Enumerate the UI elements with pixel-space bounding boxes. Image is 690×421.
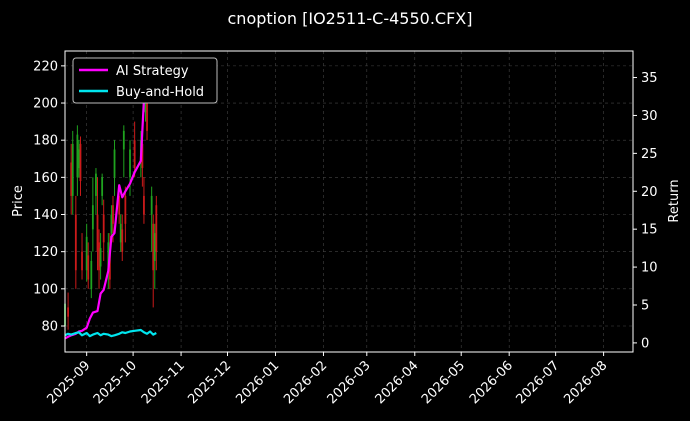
y-tick-label: 220 — [33, 59, 58, 74]
candle-body — [155, 205, 158, 252]
candle-body — [113, 149, 116, 178]
candle-body — [122, 130, 125, 150]
plot-frame — [64, 50, 634, 353]
candle-body — [101, 177, 104, 196]
candle-body — [112, 205, 114, 224]
candle-body — [79, 143, 82, 182]
candle-body — [102, 214, 105, 243]
candle-body — [74, 214, 77, 271]
y2-axis-label: Return — [667, 179, 682, 222]
y-tick-label: 120 — [33, 245, 58, 260]
y-tick-label: 140 — [33, 208, 58, 223]
legend-box — [72, 57, 218, 104]
legend-label-ai: AI Strategy — [116, 64, 189, 79]
y-tick-label: 80 — [41, 319, 58, 334]
candle-body — [144, 103, 147, 113]
chart-title: cnoption [IO2511-C-4550.CFX] — [228, 9, 473, 28]
candle-body — [143, 195, 145, 215]
candle-body — [129, 149, 131, 178]
y2-tick-label: 25 — [641, 147, 658, 162]
candle-body — [141, 143, 144, 169]
candle-body — [67, 307, 69, 317]
y-tick-label: 100 — [33, 282, 58, 297]
candle-body — [90, 260, 93, 289]
candle-body — [91, 205, 94, 230]
candle-body — [110, 214, 113, 234]
candle-body — [133, 140, 136, 169]
grid — [65, 51, 633, 352]
y2-tick-label: 5 — [641, 298, 649, 313]
y-tick-label: 180 — [33, 134, 58, 149]
candle-body — [98, 242, 100, 271]
candle-body — [152, 223, 155, 271]
y-tick-label: 200 — [33, 97, 58, 112]
series-lines — [64, 62, 158, 340]
candle-body — [76, 134, 79, 178]
y2-tick-label: 35 — [641, 71, 658, 86]
candle-body — [121, 229, 124, 252]
candle-body — [70, 162, 73, 196]
candle-body — [153, 233, 156, 261]
y-tick-label: 160 — [33, 171, 58, 186]
candle-body — [96, 214, 99, 252]
candle-body — [124, 195, 127, 224]
candle-body — [71, 143, 74, 196]
candle-body — [118, 195, 121, 215]
right-y-axis: 0 5 10 15 20 25 30 35 — [633, 71, 658, 351]
left-y-axis: 80 100 120 140 160 180 200 220 — [33, 59, 65, 334]
candle-body — [150, 195, 153, 215]
y2-tick-label: 30 — [641, 109, 658, 124]
candle-body — [107, 242, 110, 271]
candle-body — [146, 93, 148, 131]
y2-tick-label: 20 — [641, 185, 658, 200]
candle-body — [95, 173, 97, 196]
y2-tick-label: 15 — [641, 223, 658, 238]
candle-body — [99, 247, 102, 267]
y2-tick-label: 10 — [641, 261, 658, 276]
candle-body — [78, 149, 80, 169]
candle-body — [81, 251, 83, 271]
legend-label-bh: Buy-and-Hold — [116, 85, 204, 100]
candle-body — [119, 223, 122, 243]
candle-body — [85, 236, 88, 271]
y-axis-label: Price — [11, 185, 26, 217]
series-line-buy-and-hold — [64, 328, 157, 338]
candle-body — [87, 255, 90, 280]
y2-tick-label: 0 — [641, 336, 649, 351]
legend: AI Strategy Buy-and-Hold — [72, 57, 218, 104]
